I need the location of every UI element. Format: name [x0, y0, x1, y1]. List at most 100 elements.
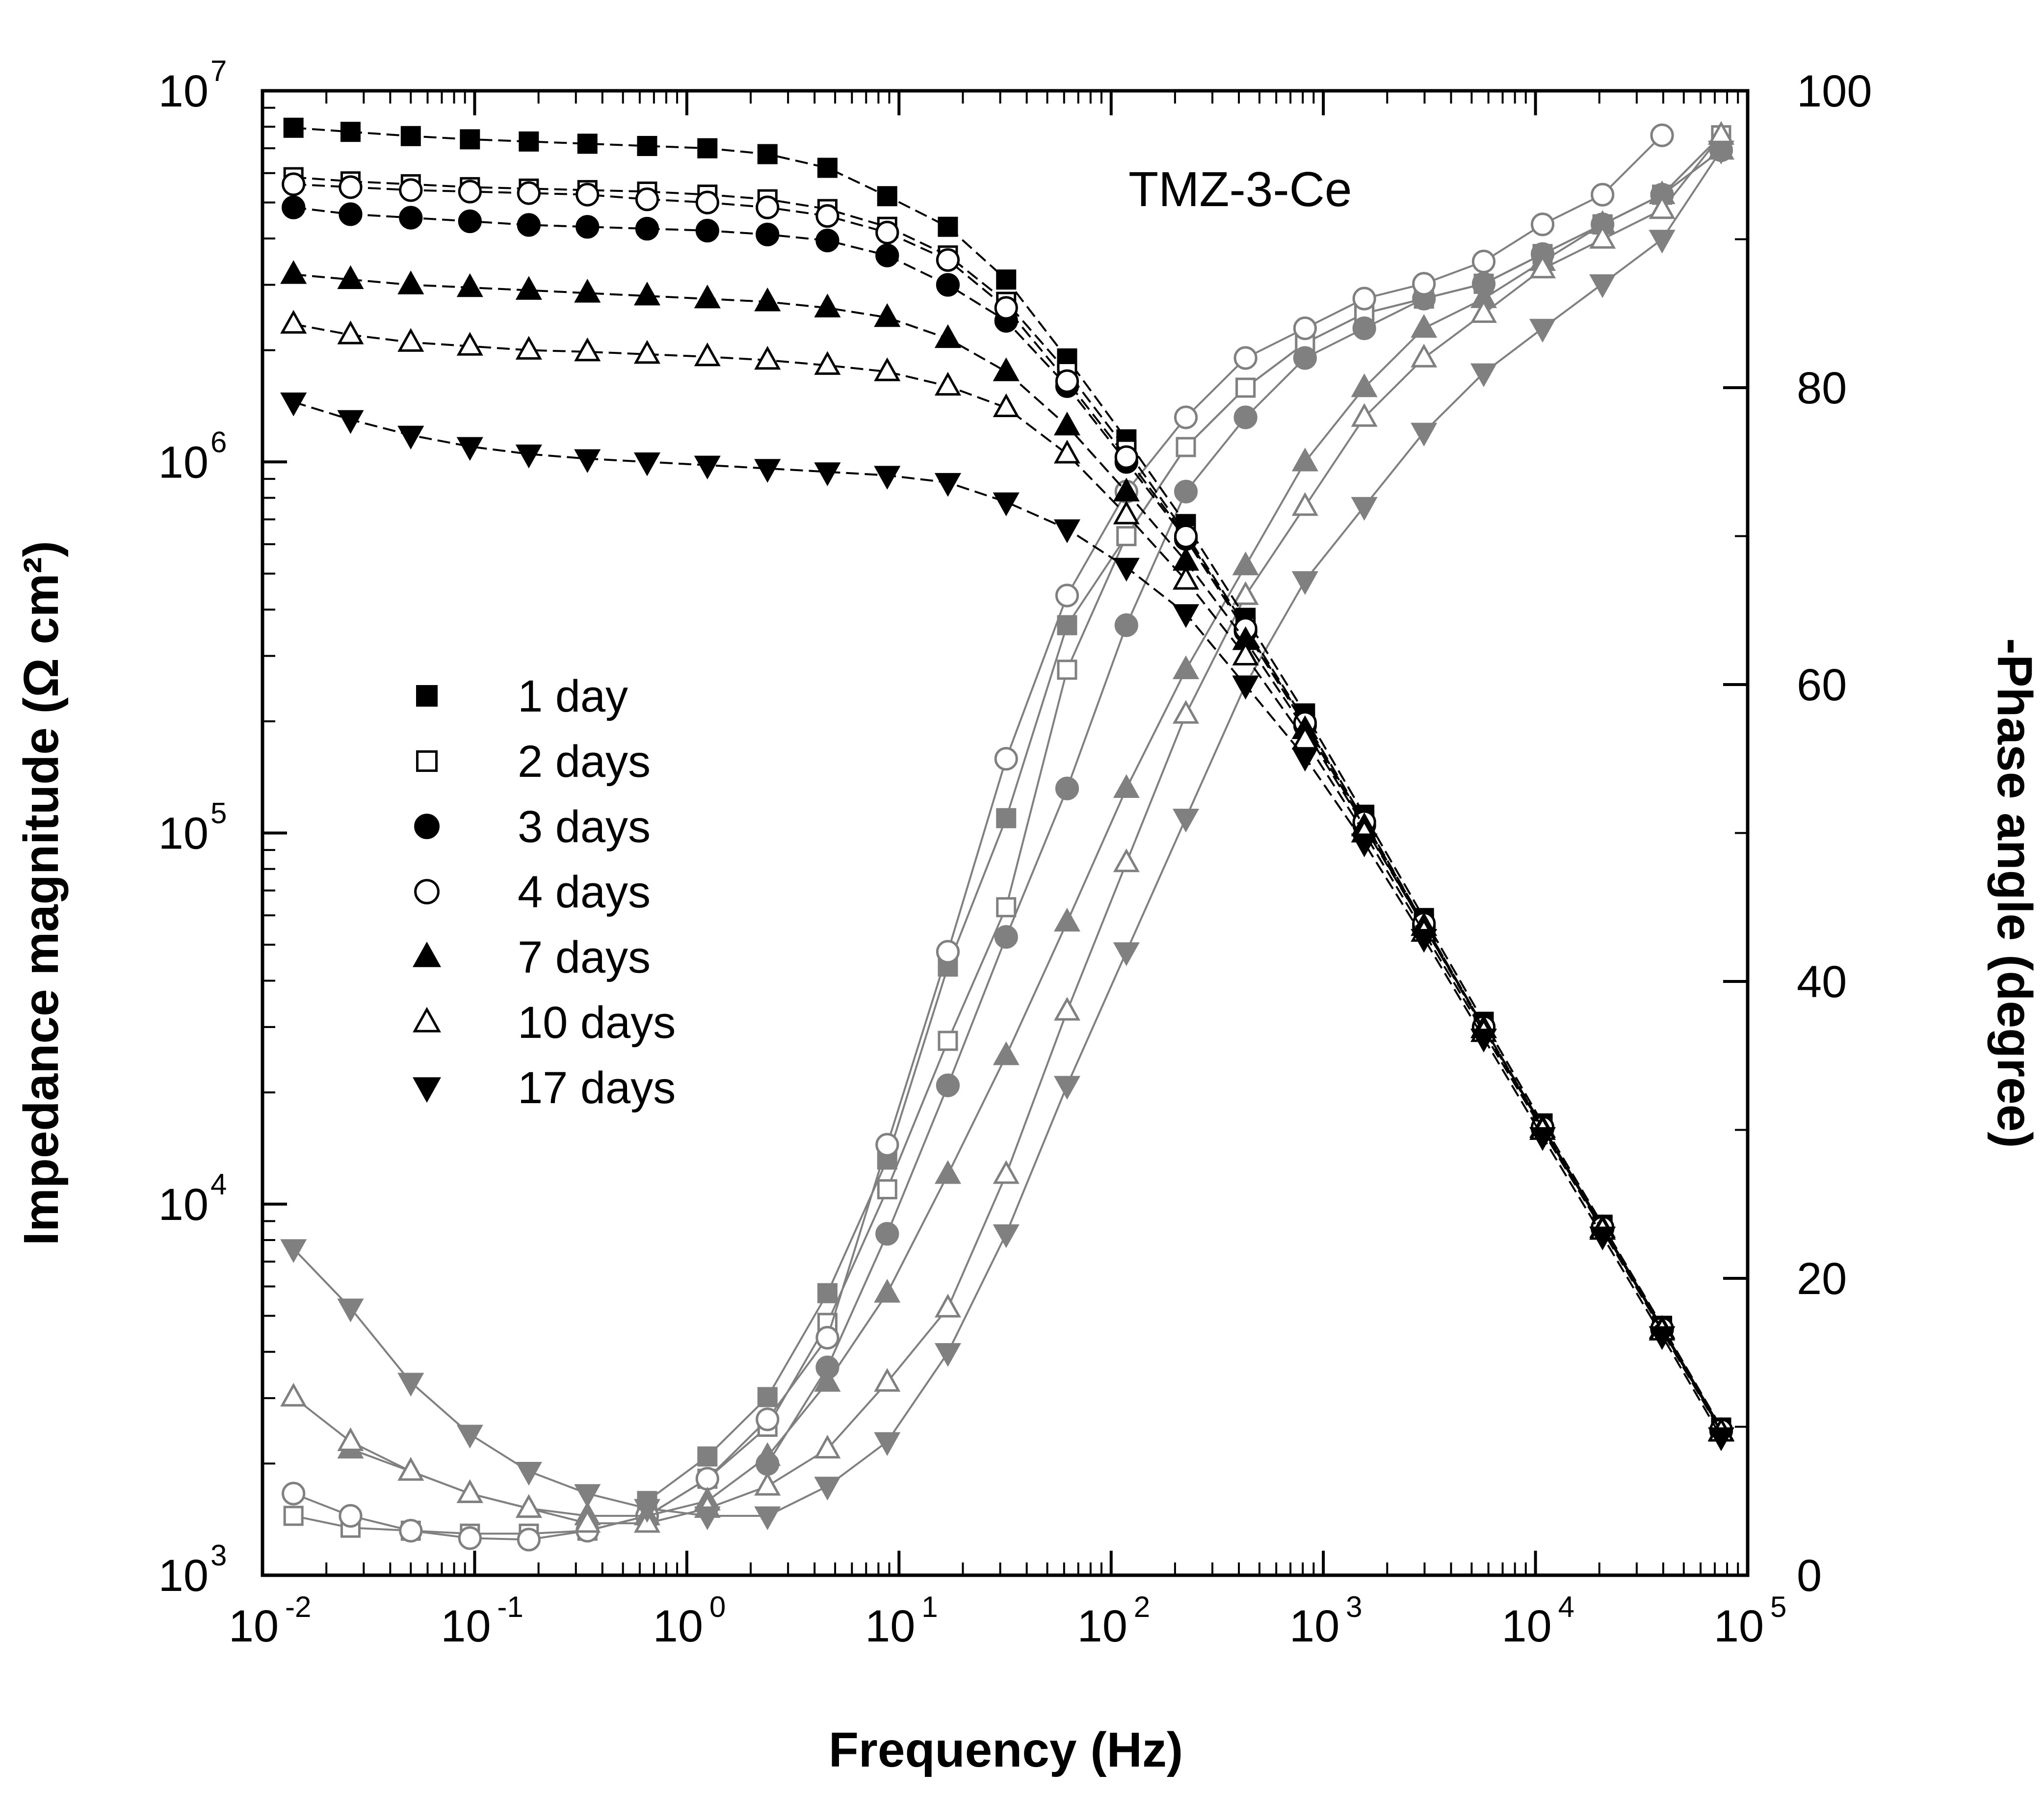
impedance-point [515, 276, 542, 300]
impedance-point [577, 133, 598, 154]
phase-point [282, 1482, 306, 1506]
x-tick-label: 10 [865, 1601, 915, 1651]
phase-point [814, 1368, 841, 1392]
impedance-line-17-days [293, 401, 1722, 1437]
impedance-point [875, 220, 899, 244]
impedance-point [814, 293, 841, 317]
impedance-point [1053, 411, 1080, 436]
phase-point [815, 1325, 839, 1350]
impedance-series-10-days [280, 310, 1735, 1442]
phase-point [814, 1434, 841, 1459]
phase-point [875, 1133, 899, 1157]
impedance-point [1232, 676, 1259, 700]
phase-point [996, 897, 1017, 918]
impedance-point [993, 492, 1020, 516]
phase-point [517, 1528, 541, 1552]
x-tick-label: 10 [1714, 1601, 1764, 1651]
phase-point [877, 1179, 897, 1199]
legend: 1 day 2 days 3 days 4 days 7 days 10 days 17 d… [413, 671, 676, 1113]
impedance-point [397, 328, 424, 352]
phase-point [697, 1446, 718, 1467]
phase-point [458, 1526, 482, 1550]
phase-point [938, 1031, 958, 1051]
y-right-tick-label: 40 [1797, 957, 1847, 1007]
x-tick-label-exponent: 2 [1134, 1590, 1150, 1623]
impedance-point [574, 449, 601, 473]
impedance-point [397, 270, 424, 294]
legend-marker [416, 685, 438, 707]
phase-point [456, 1479, 483, 1503]
phase-point [1176, 437, 1196, 457]
y-left-tick-label-exponent: 5 [210, 797, 227, 830]
y-left-tick-label: 10 [158, 1551, 209, 1601]
y-left-tick-label: 10 [158, 66, 209, 116]
legend-label: 2 days [518, 737, 651, 787]
phase-point [993, 1160, 1020, 1184]
phase-point [280, 1239, 307, 1263]
phase-point [934, 1160, 961, 1184]
impedance-series-2-days [283, 167, 1731, 1439]
phase-line-10-days [292, 134, 1722, 1525]
impedance-point [1055, 369, 1079, 393]
impedance-point [1351, 833, 1378, 857]
phase-point [993, 1041, 1020, 1065]
impedance-point [874, 303, 901, 327]
phase-point [397, 1457, 424, 1481]
x-tick-label: 10 [441, 1601, 491, 1651]
y-left-tick-label-exponent: 3 [210, 1539, 227, 1572]
x-axis-title: Frequency (Hz) [829, 1722, 1183, 1777]
x-tick-label-exponent: 3 [1346, 1590, 1362, 1623]
phase-point [875, 1222, 899, 1246]
phase-point [1113, 848, 1140, 873]
x-tick-label-exponent: -2 [285, 1590, 311, 1623]
impedance-point [694, 455, 721, 480]
impedance-point [934, 371, 961, 396]
y-right-tick-label: 80 [1797, 363, 1847, 413]
impedance-point [337, 265, 364, 289]
impedance-point [635, 187, 659, 212]
impedance-point [754, 287, 781, 312]
impedance-point [1707, 1427, 1735, 1452]
impedance-point [814, 462, 841, 486]
phase-line-2-days [293, 134, 1722, 1535]
phase-point [1470, 299, 1497, 323]
y-right-tick-label: 0 [1797, 1551, 1822, 1601]
phase-line-17-days [292, 149, 1722, 1517]
phase-series-layer [280, 121, 1735, 1552]
impedance-point [456, 437, 483, 461]
impedance-point [875, 243, 899, 267]
impedance-point [280, 392, 307, 417]
impedance-point [456, 332, 483, 356]
impedance-point [695, 190, 719, 214]
impedance-point [814, 351, 841, 375]
phase-series-17-days [280, 140, 1735, 1531]
impedance-point [756, 222, 780, 246]
phase-point [337, 1298, 364, 1323]
phase-point [1233, 405, 1258, 429]
phase-point [1589, 225, 1616, 249]
impedance-point [1113, 501, 1140, 525]
impedance-point [874, 466, 901, 490]
legend-marker [416, 750, 438, 772]
impedance-point [280, 260, 307, 284]
impedance-point [1053, 519, 1080, 543]
impedance-point [815, 204, 839, 228]
impedance-point [633, 340, 661, 364]
phase-line-4-days [293, 134, 1663, 1541]
phase-point [1411, 423, 1438, 447]
phase-point [337, 1427, 364, 1452]
y-right-tick-label: 100 [1797, 66, 1872, 116]
impedance-point [936, 248, 960, 272]
phase-point [280, 1382, 307, 1407]
impedance-point [400, 126, 421, 146]
impedance-point [517, 213, 541, 237]
phase-point [814, 1477, 841, 1501]
phase-point [1351, 373, 1378, 397]
phase-point [1291, 492, 1318, 516]
impedance-point [399, 206, 423, 230]
phase-point [1530, 212, 1555, 237]
y-right-tick-label: 60 [1797, 660, 1847, 710]
impedance-point [1172, 566, 1200, 590]
phase-point [1172, 808, 1200, 833]
phase-point [1174, 405, 1198, 429]
